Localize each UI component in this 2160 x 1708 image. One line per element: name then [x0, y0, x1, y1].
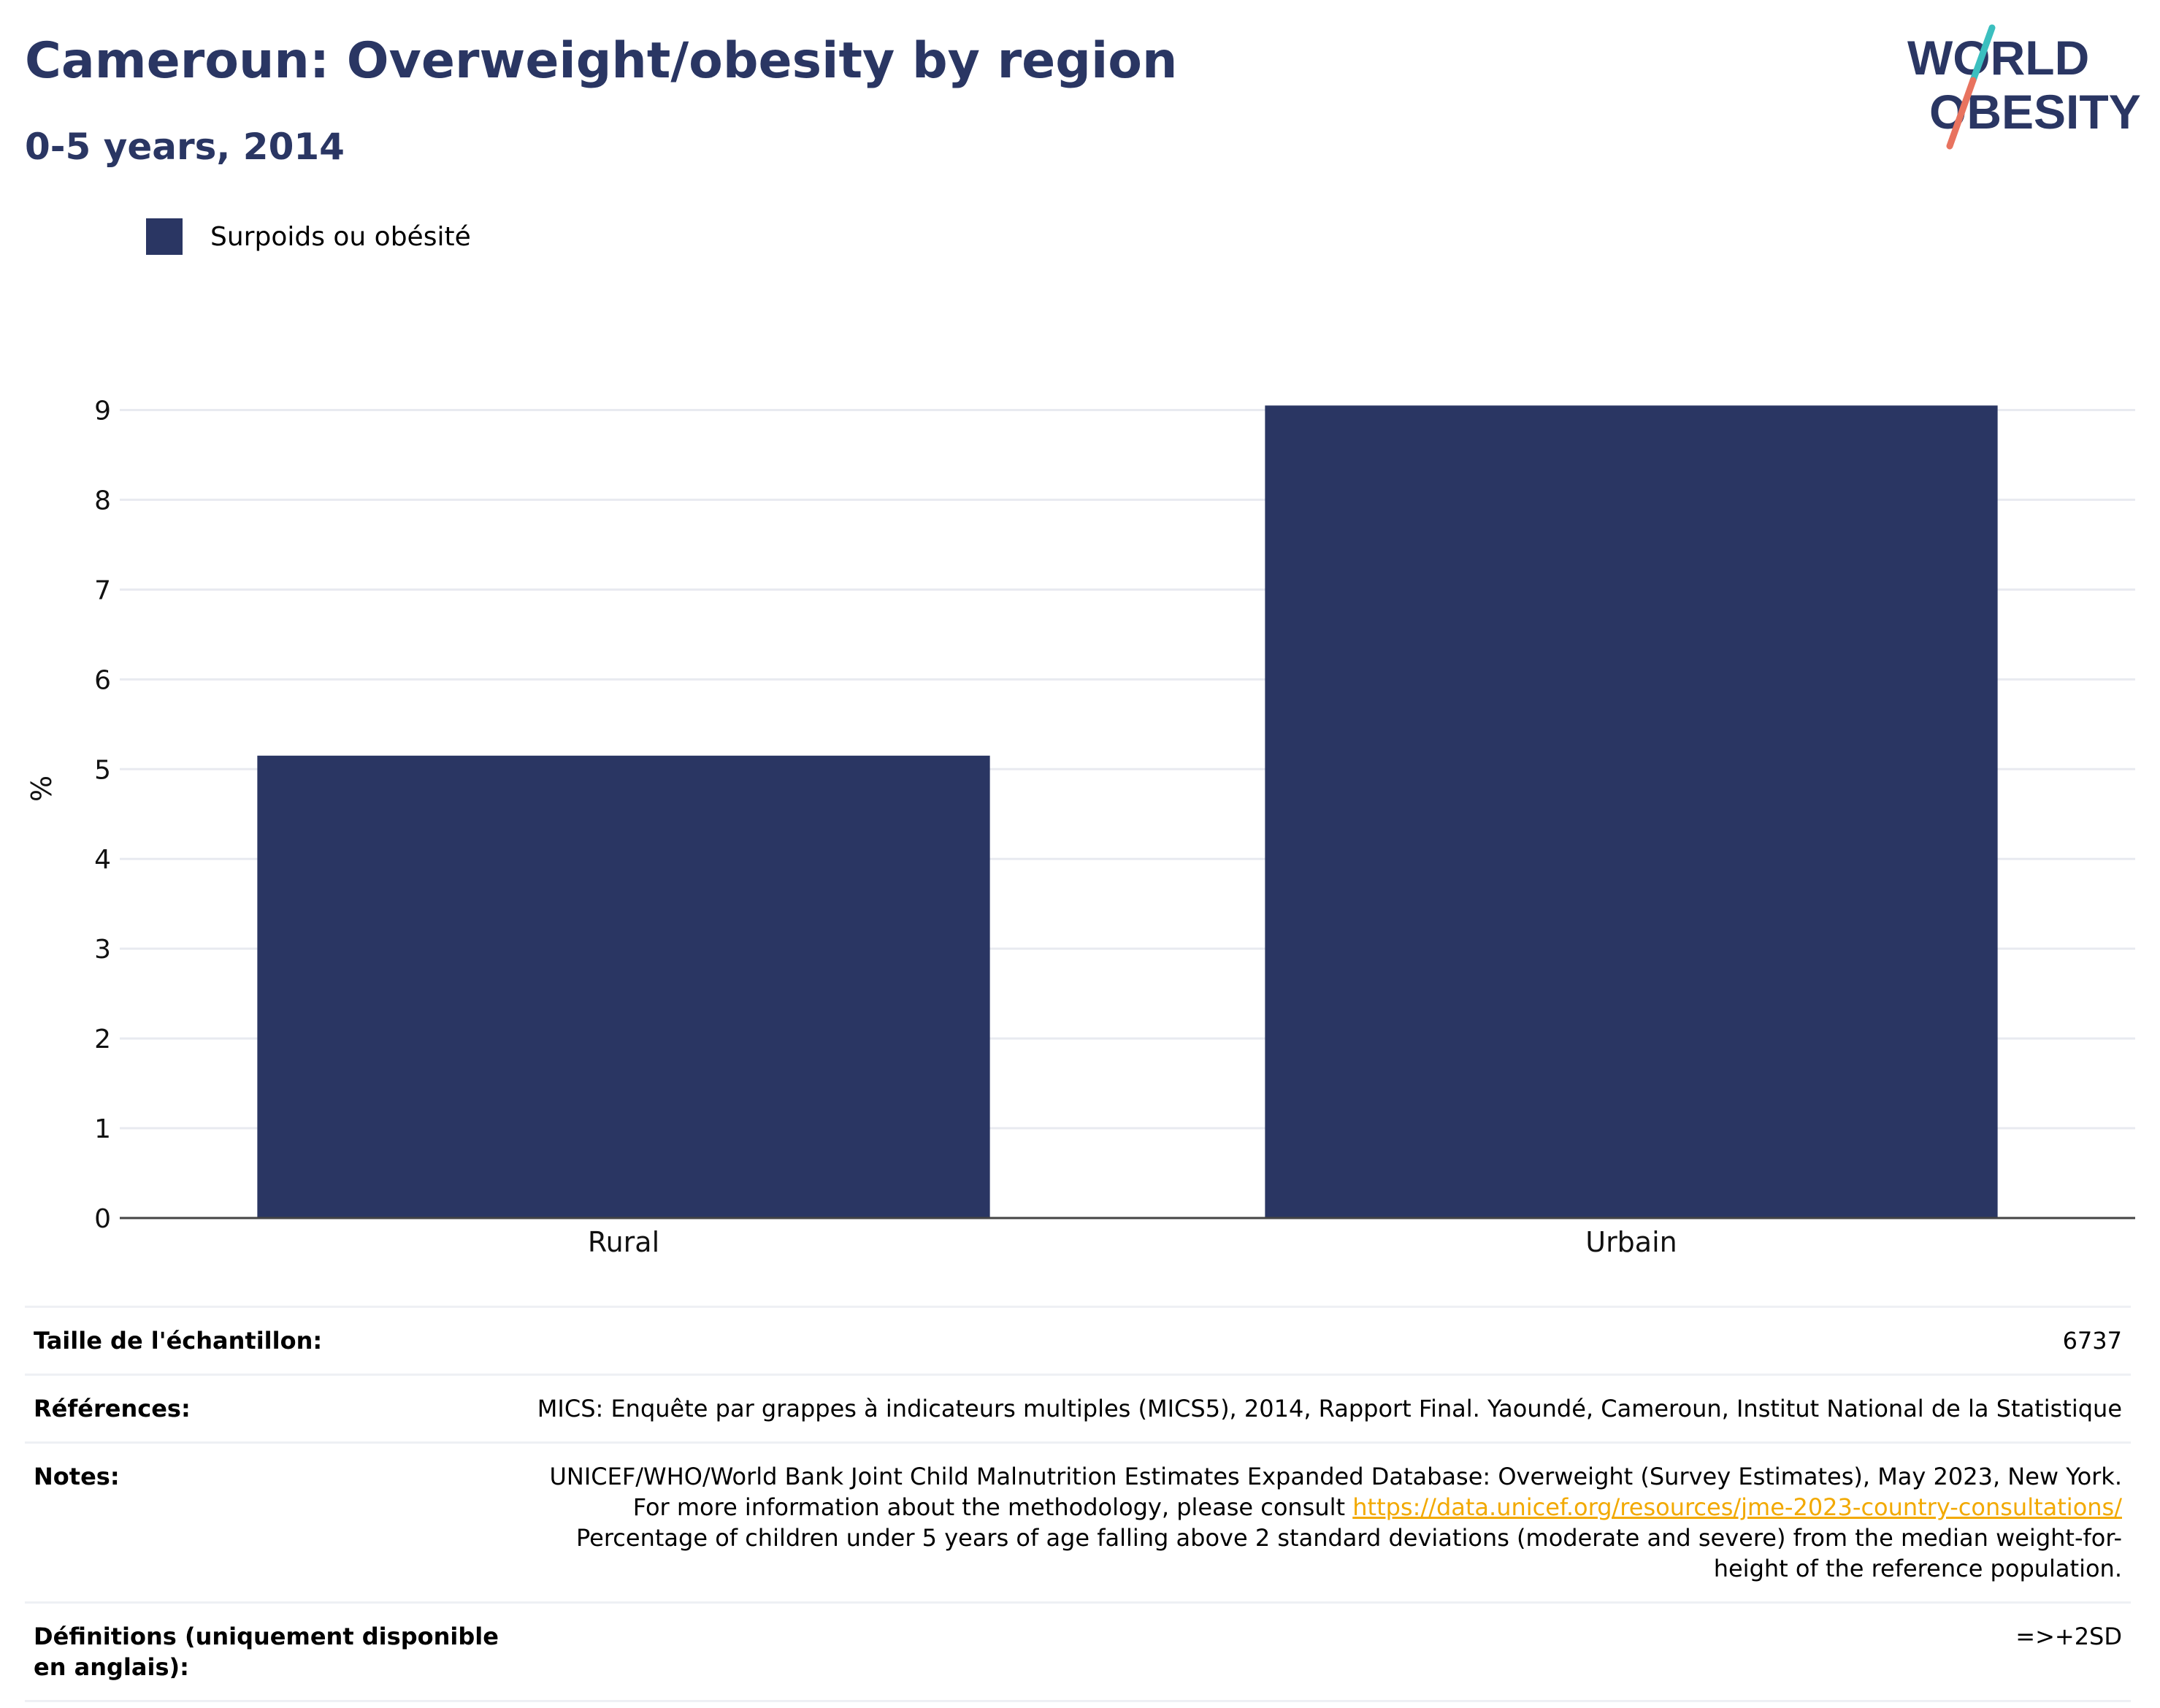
legend-swatch: [146, 218, 183, 255]
logo-slash-top: [1969, 24, 1996, 84]
info-table: Taille de l'échantillon: 6737 Références…: [25, 1306, 2131, 1702]
notes-link[interactable]: https://data.unicef.org/resources/jme-20…: [1352, 1493, 2122, 1521]
notes-text-2: Percentage of children under 5 years of …: [576, 1524, 2122, 1582]
y-tick-label: 9: [94, 396, 111, 426]
x-tick-label: Rural: [588, 1226, 659, 1258]
info-row-definitions: Définitions (uniquement disponible en an…: [25, 1601, 2131, 1702]
legend[interactable]: Surpoids ou obésité: [146, 216, 471, 257]
logo-slash-bottom: [1946, 77, 1977, 150]
info-row-notes: Notes: UNICEF/WHO/World Bank Joint Child…: [25, 1441, 2131, 1603]
y-tick-label: 3: [94, 935, 111, 965]
bar: [1265, 405, 1998, 1218]
sample-label: Taille de l'échantillon:: [25, 1306, 524, 1375]
y-tick-label: 4: [94, 845, 111, 875]
sample-value: 6737: [524, 1306, 2131, 1375]
bar: [257, 755, 990, 1218]
references-value: MICS: Enquête par grappes à indicateurs …: [524, 1374, 2131, 1443]
logo-line1: WORLD: [1907, 31, 2089, 85]
y-tick-label: 2: [94, 1025, 111, 1054]
x-tick-label: Urbain: [1585, 1226, 1677, 1258]
y-tick-label: 5: [94, 755, 111, 785]
notes-value: UNICEF/WHO/World Bank Joint Child Malnut…: [524, 1441, 2131, 1603]
y-axis-title: %: [26, 776, 58, 802]
y-tick-label: 1: [94, 1114, 111, 1144]
y-tick-label: 6: [94, 665, 111, 695]
y-tick-label: 7: [94, 575, 111, 605]
notes-label: Notes:: [25, 1441, 524, 1603]
definitions-label: Définitions (uniquement disponible en an…: [25, 1601, 524, 1702]
info-row-sample: Taille de l'échantillon: 6737: [25, 1306, 2131, 1375]
y-tick-label: 0: [94, 1204, 111, 1234]
references-label: Références:: [25, 1374, 524, 1443]
world-obesity-logo: WORLD OBESITY: [1907, 24, 2141, 150]
notes-text-1: UNICEF/WHO/World Bank Joint Child Malnut…: [549, 1463, 2123, 1521]
y-tick-label: 8: [94, 486, 111, 516]
chart-title: Cameroun: Overweight/obesity by region: [25, 32, 1178, 90]
legend-label: Surpoids ou obésité: [210, 221, 471, 252]
chart-subtitle: 0-5 years, 2014: [25, 126, 345, 168]
bar-chart: 0 1 2 3 4 5 6 7 8 9 Rural Urbain%: [26, 396, 2135, 1258]
definitions-value: =>+2SD: [524, 1601, 2131, 1702]
info-row-references: Références: MICS: Enquête par grappes à …: [25, 1374, 2131, 1443]
